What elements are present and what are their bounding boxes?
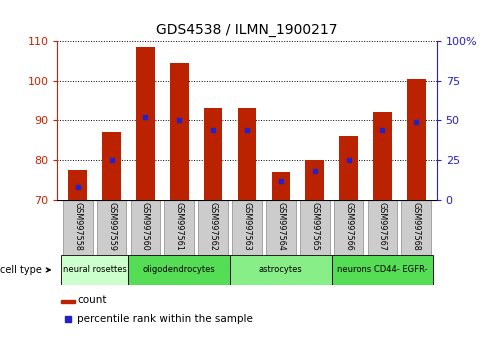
Text: GSM997563: GSM997563 bbox=[243, 202, 251, 250]
Title: GDS4538 / ILMN_1900217: GDS4538 / ILMN_1900217 bbox=[156, 23, 338, 37]
FancyBboxPatch shape bbox=[61, 255, 129, 285]
Bar bbox=[305, 160, 324, 200]
FancyBboxPatch shape bbox=[300, 200, 330, 255]
FancyBboxPatch shape bbox=[131, 200, 160, 255]
FancyBboxPatch shape bbox=[164, 200, 194, 255]
Text: cell type: cell type bbox=[0, 265, 50, 275]
Text: GSM997565: GSM997565 bbox=[310, 202, 319, 251]
Bar bbox=[339, 136, 358, 200]
FancyBboxPatch shape bbox=[129, 255, 230, 285]
FancyBboxPatch shape bbox=[198, 200, 228, 255]
FancyBboxPatch shape bbox=[230, 255, 332, 285]
Text: GSM997560: GSM997560 bbox=[141, 202, 150, 250]
Text: astrocytes: astrocytes bbox=[259, 266, 303, 274]
Text: GSM997559: GSM997559 bbox=[107, 202, 116, 251]
Text: neurons CD44- EGFR-: neurons CD44- EGFR- bbox=[337, 266, 428, 274]
Bar bbox=[407, 79, 426, 200]
Text: count: count bbox=[77, 295, 107, 305]
Text: GSM997564: GSM997564 bbox=[276, 202, 285, 250]
Text: GSM997561: GSM997561 bbox=[175, 202, 184, 250]
FancyBboxPatch shape bbox=[97, 200, 126, 255]
Bar bbox=[61, 300, 75, 303]
Text: GSM997566: GSM997566 bbox=[344, 202, 353, 250]
FancyBboxPatch shape bbox=[334, 200, 363, 255]
Bar bbox=[238, 108, 256, 200]
Bar bbox=[373, 113, 392, 200]
Bar bbox=[170, 63, 189, 200]
FancyBboxPatch shape bbox=[232, 200, 262, 255]
Bar bbox=[271, 172, 290, 200]
FancyBboxPatch shape bbox=[63, 200, 93, 255]
Text: GSM997568: GSM997568 bbox=[412, 202, 421, 250]
Bar bbox=[68, 170, 87, 200]
Bar bbox=[102, 132, 121, 200]
Text: percentile rank within the sample: percentile rank within the sample bbox=[77, 314, 253, 325]
Text: GSM997567: GSM997567 bbox=[378, 202, 387, 251]
Text: oligodendrocytes: oligodendrocytes bbox=[143, 266, 216, 274]
FancyBboxPatch shape bbox=[368, 200, 397, 255]
FancyBboxPatch shape bbox=[401, 200, 431, 255]
Text: neural rosettes: neural rosettes bbox=[63, 266, 127, 274]
Text: GSM997558: GSM997558 bbox=[73, 202, 82, 251]
FancyBboxPatch shape bbox=[266, 200, 296, 255]
Bar bbox=[136, 47, 155, 200]
FancyBboxPatch shape bbox=[332, 255, 433, 285]
Bar bbox=[204, 108, 223, 200]
Text: GSM997562: GSM997562 bbox=[209, 202, 218, 251]
